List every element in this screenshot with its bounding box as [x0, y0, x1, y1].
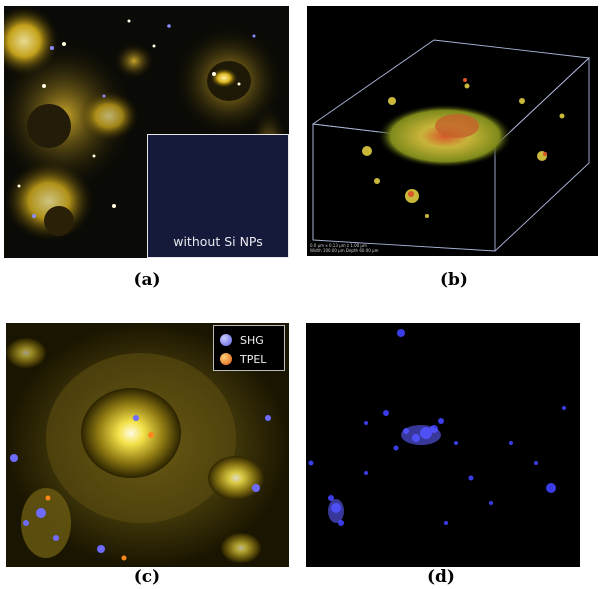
legend-item-tpel: TPEL [220, 351, 266, 367]
micrograph-panel-a: without Si NPs [4, 6, 289, 258]
tpel-color-swatch [220, 353, 232, 365]
scale-line-2: Width 100.00 µm Depth 60.00 µm [310, 248, 379, 253]
legend-label-tpel: TPEL [240, 352, 267, 366]
micrograph-panel-c: SHG TPEL [6, 323, 289, 567]
legend-item-shg: SHG [220, 332, 264, 348]
scale-line-1: 0.0 µm x 0.13 µm z 1.00 µm [310, 243, 367, 248]
caption-b: (b) [440, 270, 468, 290]
3d-render-image-b [307, 6, 598, 256]
micrograph-panel-d [306, 323, 580, 567]
caption-a: (a) [133, 270, 161, 290]
fluorescence-image-a [4, 6, 289, 258]
scale-readout: 0.0 µm x 0.13 µm z 1.00 µm Width 100.00 … [310, 243, 379, 253]
inset-label: without Si NPs [173, 234, 263, 249]
legend-label-shg: SHG [240, 333, 264, 347]
caption-d: (d) [427, 567, 455, 587]
channel-legend: SHG TPEL [213, 325, 285, 371]
control-inset: without Si NPs [147, 134, 289, 258]
micrograph-panel-b: 0.0 µm x 0.13 µm z 1.00 µm Width 100.00 … [307, 6, 598, 256]
shg-image-d [306, 323, 580, 567]
shg-color-swatch [220, 334, 232, 346]
caption-c: (c) [133, 567, 161, 587]
